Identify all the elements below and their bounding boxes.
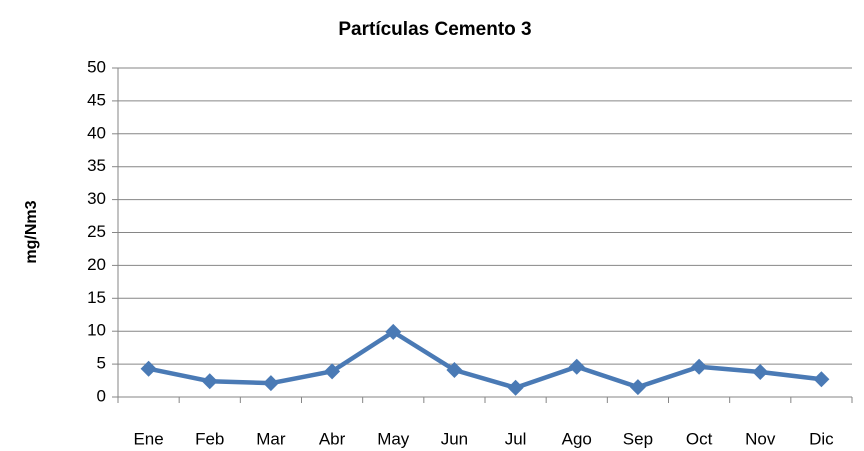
y-tick-label: 0	[97, 386, 106, 405]
y-tick-label: 20	[87, 255, 106, 274]
x-tick-label: Jun	[441, 429, 468, 448]
data-point	[507, 379, 524, 396]
data-point	[568, 358, 585, 375]
y-axis-label: mg/Nm3	[23, 200, 40, 263]
y-tick-label: 30	[87, 189, 106, 208]
data-point	[813, 371, 830, 388]
x-tick-label: Oct	[686, 429, 713, 448]
x-tick-label: Feb	[195, 429, 224, 448]
x-tick-label: Nov	[745, 429, 776, 448]
data-point	[262, 375, 279, 392]
data-point	[201, 373, 218, 390]
x-tick-label: Sep	[623, 429, 653, 448]
data-point	[385, 323, 402, 340]
y-tick-label: 10	[87, 321, 106, 340]
y-tick-label: 45	[87, 90, 106, 109]
y-tick-label: 50	[87, 57, 106, 76]
y-tick-label: 15	[87, 288, 106, 307]
y-tick-label: 25	[87, 222, 106, 241]
data-point	[629, 379, 646, 396]
data-point	[324, 363, 341, 380]
data-point	[752, 363, 769, 380]
x-tick-label: Mar	[256, 429, 286, 448]
data-point	[140, 360, 157, 377]
y-tick-label: 35	[87, 156, 106, 175]
x-tick-label: Dic	[809, 429, 834, 448]
chart-title: Partículas Cemento 3	[338, 19, 531, 40]
data-point	[691, 358, 708, 375]
data-point	[446, 362, 463, 379]
x-tick-label: Ago	[562, 429, 592, 448]
x-tick-label: Jul	[505, 429, 527, 448]
y-tick-label: 40	[87, 123, 106, 142]
x-tick-label: Ene	[133, 429, 163, 448]
x-tick-label: May	[377, 429, 410, 448]
x-tick-label: Abr	[319, 429, 346, 448]
data-line	[148, 329, 822, 391]
y-tick-label: 5	[97, 354, 106, 373]
